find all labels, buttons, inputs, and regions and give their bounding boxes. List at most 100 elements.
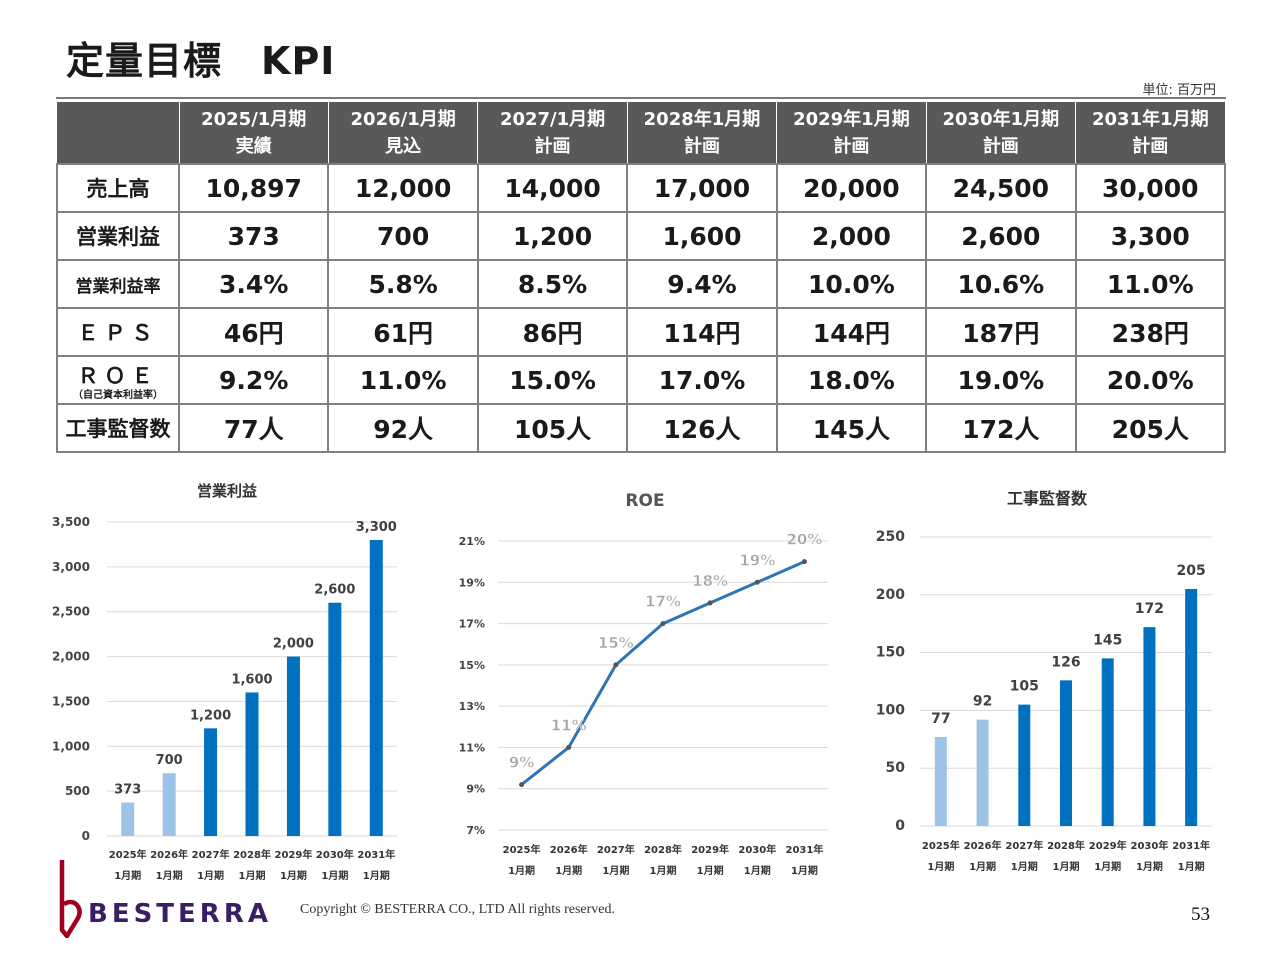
header-kind: 実績 xyxy=(235,135,272,157)
data-label: 15% xyxy=(598,634,634,652)
row-label: 営業利益 xyxy=(56,211,180,261)
table-cell: 15.0% xyxy=(476,355,629,405)
row-label: 売上高 xyxy=(56,163,180,213)
header-kind: 計画 xyxy=(1132,135,1169,157)
y-tick-label: 15% xyxy=(459,659,485,672)
table-cell: 10,897 xyxy=(177,163,330,213)
x-tick-label: 2030年 xyxy=(1131,839,1169,852)
page-title: 定量目標 KPI xyxy=(66,39,336,83)
data-label: 126 xyxy=(1051,654,1080,670)
data-label: 373 xyxy=(114,783,141,798)
table-cell: 114円 xyxy=(626,307,778,357)
x-tick-label: 2025年 xyxy=(503,843,541,856)
row-label: 営業利益率 xyxy=(56,259,180,309)
x-tick-label: 2027年 xyxy=(597,843,635,856)
data-label: 1,200 xyxy=(190,708,231,723)
data-label: 11% xyxy=(551,716,587,734)
y-tick-label: 2,000 xyxy=(52,650,90,664)
table-cell: 238円 xyxy=(1074,307,1227,357)
table-cell: 172人 xyxy=(925,403,1077,453)
table-row: 営業利益率 3.4% 5.8% 8.5% 9.4% 10.0% 10.6% 11… xyxy=(56,259,1227,309)
table-header-row: 2025/1月期 実績 2026/1月期 見込 2027/1月期 計画 2028年1月… xyxy=(56,101,1226,165)
data-label: 2,600 xyxy=(314,583,355,598)
table-row: 営業利益 373 700 1,200 1,600 2,000 2,600 3,3… xyxy=(56,211,1227,261)
data-label: 700 xyxy=(156,753,183,768)
kpi-table: 2025/1月期 実績 2026/1月期 見込 2027/1月期 計画 2028年1月… xyxy=(56,101,1227,453)
bar xyxy=(369,539,383,836)
bar xyxy=(245,692,259,836)
header-year: 2028年1月期 xyxy=(643,108,761,130)
y-tick-label: 0 xyxy=(895,818,905,834)
table-cell: 2,600 xyxy=(925,211,1077,261)
unit-label: 単位: 百万円 xyxy=(1142,83,1216,98)
x-tick-sublabel: 1月期 xyxy=(508,864,535,877)
x-tick-sublabel: 1月期 xyxy=(197,869,224,882)
header-year: 2025/1月期 xyxy=(201,108,307,130)
x-tick-sublabel: 1月期 xyxy=(321,869,348,882)
x-tick-sublabel: 1月期 xyxy=(697,864,724,877)
y-tick-label: 0 xyxy=(82,829,90,843)
table-cell: 1,200 xyxy=(476,211,629,261)
x-tick-label: 2027年 xyxy=(192,848,230,861)
x-tick-label: 2030年 xyxy=(738,843,776,856)
header-cell: 2025/1月期 実績 xyxy=(178,101,329,165)
data-point xyxy=(801,559,807,565)
table-cell: 5.8% xyxy=(327,259,479,309)
table-cell: 12,000 xyxy=(327,163,479,213)
header-year: 2029年1月期 xyxy=(793,108,910,130)
table-cell: 9.2% xyxy=(177,355,330,405)
x-tick-sublabel: 1月期 xyxy=(1094,860,1121,873)
bar xyxy=(162,773,176,836)
data-label: 17% xyxy=(645,593,681,611)
table-cell: 24,500 xyxy=(925,163,1077,213)
y-tick-label: 150 xyxy=(876,645,905,661)
data-label: 1,600 xyxy=(231,672,272,687)
table-cell: 144円 xyxy=(775,307,928,357)
x-tick-label: 2028年 xyxy=(233,848,271,861)
x-tick-sublabel: 1月期 xyxy=(1136,860,1163,873)
chart-title: ROE xyxy=(625,491,664,511)
bar xyxy=(1060,680,1072,826)
table-cell: 126人 xyxy=(626,403,778,453)
table-cell: 10.0% xyxy=(775,259,928,309)
header-year: 2026/1月期 xyxy=(350,108,456,130)
y-tick-label: 21% xyxy=(459,535,485,548)
bar xyxy=(121,802,135,836)
data-label: 3,300 xyxy=(356,520,397,535)
table-cell: 18.0% xyxy=(775,355,928,405)
y-tick-label: 250 xyxy=(876,529,905,545)
x-tick-label: 2025年 xyxy=(922,839,960,852)
x-tick-label: 2025年 xyxy=(109,848,147,861)
table-cell: 17,000 xyxy=(626,163,778,213)
header-kind: 計画 xyxy=(683,135,720,157)
x-tick-label: 2029年 xyxy=(275,848,313,861)
title-rule xyxy=(56,97,1226,99)
table-cell: 11.0% xyxy=(327,355,479,405)
header-cell: 2027/1月期 計画 xyxy=(477,101,628,165)
table-cell: 9.4% xyxy=(626,259,778,309)
y-tick-label: 3,000 xyxy=(52,560,90,574)
x-tick-label: 2028年 xyxy=(1047,839,1085,852)
table-cell: 1,600 xyxy=(626,211,778,261)
y-tick-label: 13% xyxy=(459,700,485,713)
table-cell: 3.4% xyxy=(177,259,330,309)
data-label: 2,000 xyxy=(273,637,314,652)
brand-logo-text: BESTERRA xyxy=(88,899,272,929)
header-year: 2027/1月期 xyxy=(499,108,606,130)
data-point xyxy=(707,600,713,606)
data-label: 205 xyxy=(1177,563,1206,579)
bar xyxy=(328,602,342,836)
x-tick-sublabel: 1月期 xyxy=(1178,860,1205,873)
header-cell: 2026/1月期 見込 xyxy=(327,101,479,165)
table-cell: 145人 xyxy=(775,403,928,453)
x-tick-label: 2028年 xyxy=(644,843,682,856)
row-label-main: ＲＯＥ xyxy=(77,363,159,388)
table-cell: 8.5% xyxy=(476,259,629,309)
data-label: 172 xyxy=(1135,601,1164,617)
table-cell: 86円 xyxy=(476,307,629,357)
x-tick-sublabel: 1月期 xyxy=(1053,860,1080,873)
table-cell: 11.0% xyxy=(1074,259,1227,309)
table-cell: 46円 xyxy=(177,307,330,357)
chart-title: 工事監督数 xyxy=(1007,489,1088,508)
x-tick-label: 2029年 xyxy=(1089,839,1127,852)
